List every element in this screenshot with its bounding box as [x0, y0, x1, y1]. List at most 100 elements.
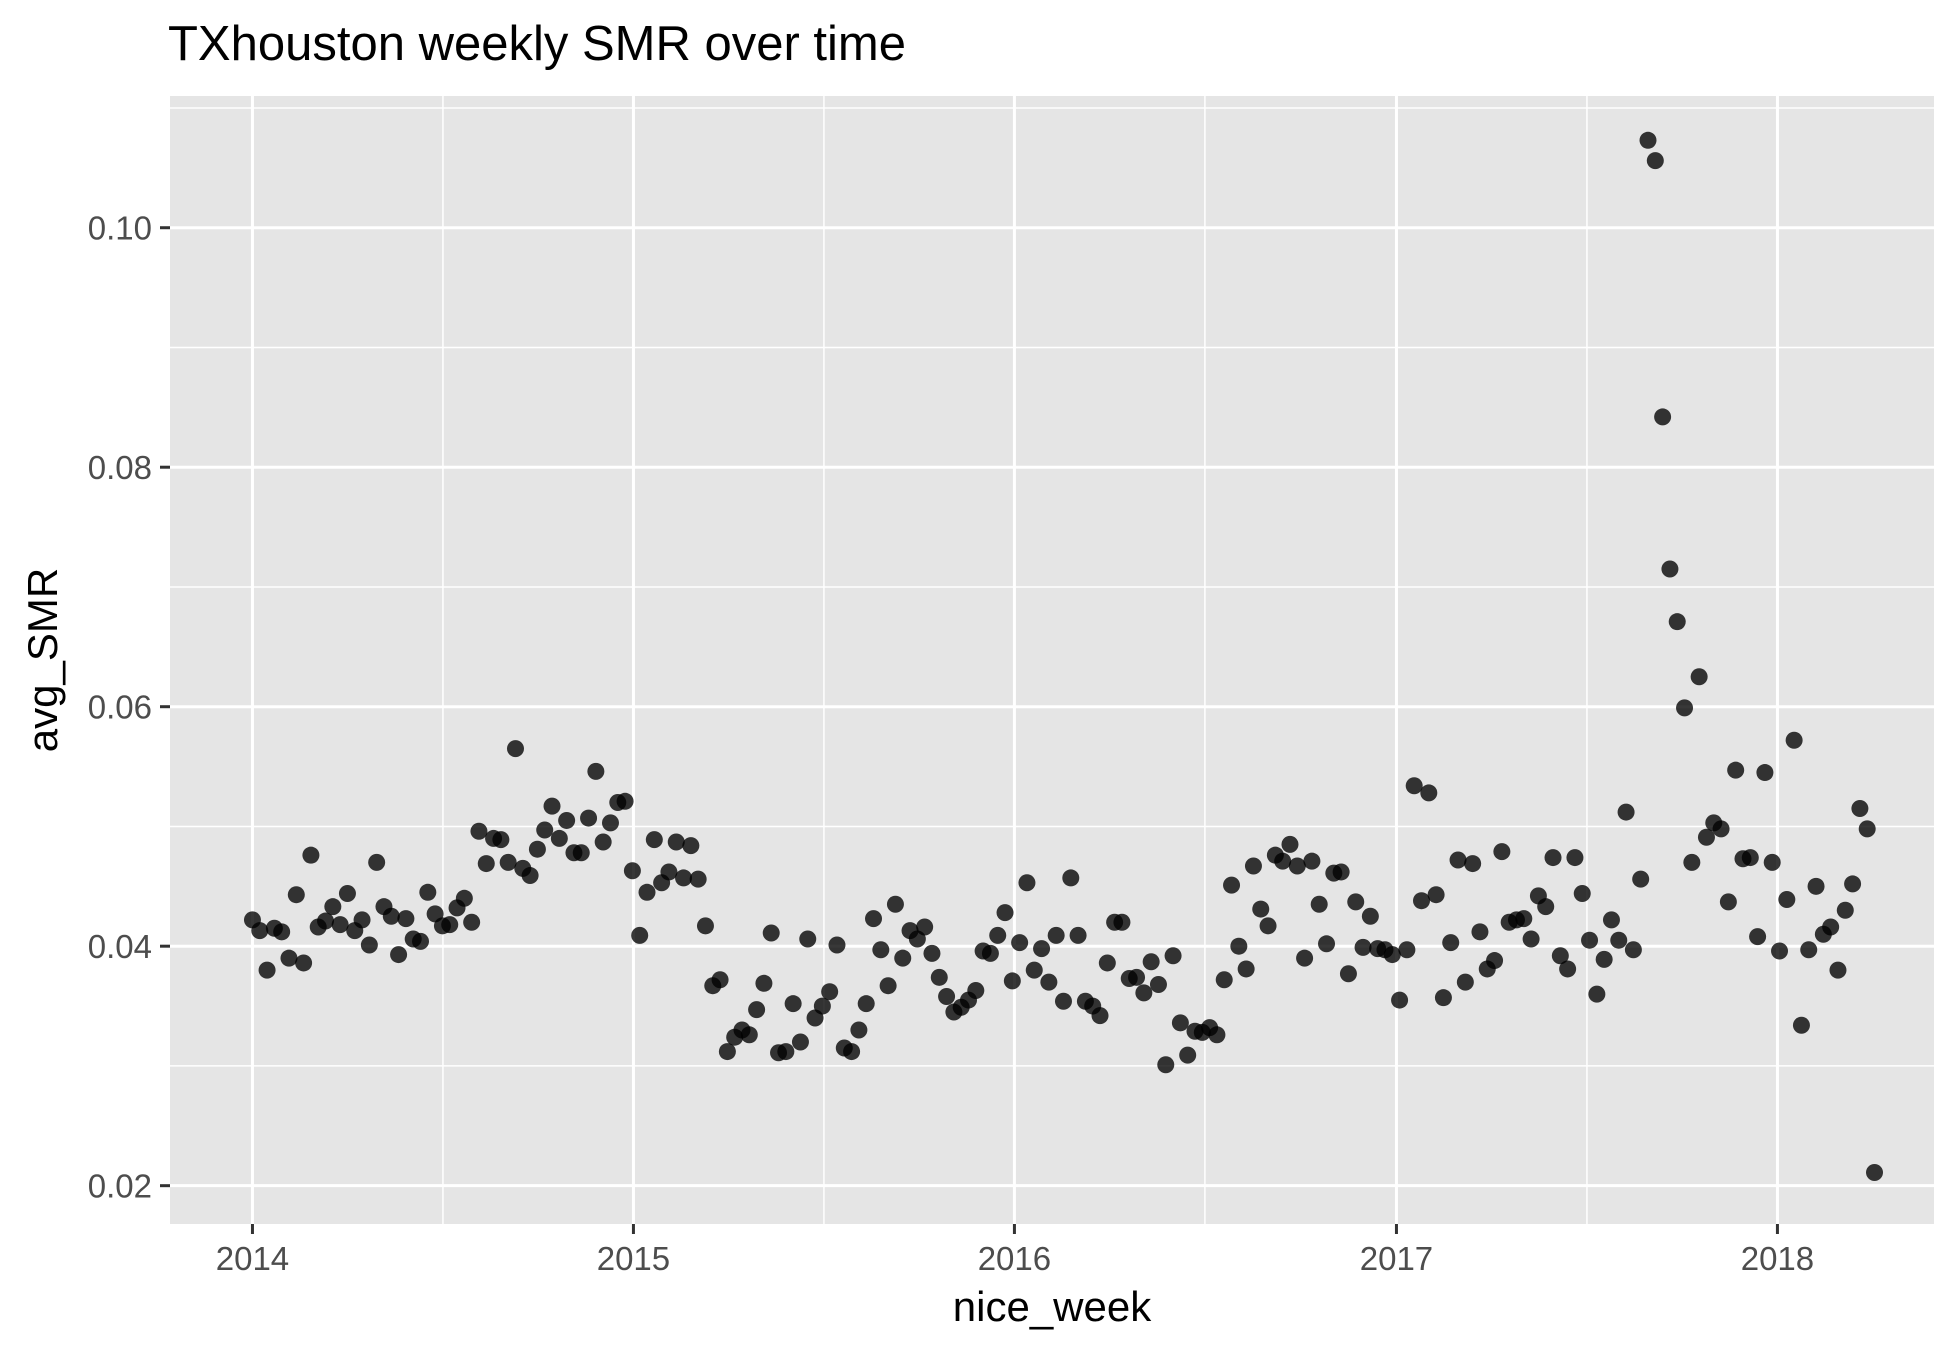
data-point [324, 898, 342, 916]
data-point [682, 837, 700, 855]
data-point [572, 844, 590, 862]
data-point [623, 862, 641, 880]
data-point [594, 833, 612, 851]
data-point [360, 936, 378, 954]
data-point [1551, 947, 1569, 965]
data-point [295, 954, 313, 972]
data-point [1347, 893, 1365, 911]
minor-gridlines [170, 96, 1934, 1224]
data-point [1318, 935, 1336, 953]
data-point [711, 971, 729, 989]
data-point [989, 926, 1007, 944]
data-point [689, 870, 707, 888]
data-point [1676, 699, 1694, 717]
data-point [1617, 803, 1635, 821]
data-point [1361, 907, 1379, 925]
data-point [1434, 989, 1452, 1007]
data-point [1040, 973, 1058, 991]
data-point [1719, 893, 1737, 911]
data-point [894, 949, 912, 967]
data-point [1866, 1164, 1884, 1182]
data-point [821, 983, 839, 1001]
data-point [1756, 764, 1774, 782]
data-point [1697, 828, 1715, 846]
data-point [1339, 965, 1357, 983]
y-tick-label: 0.04 [88, 928, 152, 965]
y-axis-title: avg_SMR [19, 568, 66, 752]
x-tick-label: 2014 [216, 1240, 289, 1277]
data-point [996, 904, 1014, 922]
data-point [1668, 613, 1686, 631]
data-point [1135, 984, 1153, 1002]
data-point [1595, 950, 1613, 968]
data-point [477, 855, 495, 873]
data-point [492, 831, 510, 849]
data-point [273, 923, 291, 941]
data-point [506, 740, 524, 758]
data-point [660, 863, 678, 881]
data-point [1215, 971, 1233, 989]
data-point [1566, 849, 1584, 867]
data-point [338, 885, 356, 903]
data-point [1654, 408, 1672, 426]
x-tick-label: 2017 [1360, 1240, 1433, 1277]
data-point [886, 895, 904, 913]
data-point [521, 867, 539, 885]
data-point [638, 883, 656, 901]
data-point [580, 809, 598, 827]
y-tick-label: 0.10 [88, 210, 152, 247]
data-point [1456, 973, 1474, 991]
data-point [1712, 820, 1730, 838]
data-point [536, 821, 554, 839]
data-point [762, 924, 780, 942]
data-point [1274, 852, 1292, 870]
data-point [1493, 843, 1511, 861]
data-point [1332, 863, 1350, 881]
data-point [1025, 961, 1043, 979]
data-point [1486, 952, 1504, 970]
data-point [287, 886, 305, 904]
data-point [1427, 886, 1445, 904]
data-point [499, 853, 517, 871]
data-point [799, 930, 817, 948]
data-point [1844, 875, 1862, 893]
data-point [938, 987, 956, 1005]
data-point [1303, 852, 1321, 870]
data-point [1807, 877, 1825, 895]
data-point [1237, 960, 1255, 978]
data-point [470, 822, 488, 840]
data-point [1391, 991, 1409, 1009]
data-point [455, 889, 473, 907]
data-point [1164, 947, 1182, 965]
data-point [331, 916, 349, 934]
data-point [1033, 940, 1051, 958]
data-point [412, 932, 430, 950]
data-point [317, 912, 335, 930]
data-point [1588, 985, 1606, 1003]
data-point [368, 853, 386, 871]
data-point [1003, 972, 1021, 990]
data-point [1018, 874, 1036, 892]
data-point [601, 814, 619, 832]
data-point [645, 831, 663, 849]
data-point [1522, 930, 1540, 948]
data-point [981, 944, 999, 962]
data-point [441, 916, 459, 934]
data-points [243, 131, 1884, 1182]
data-point [1296, 949, 1314, 967]
data-point [419, 883, 437, 901]
data-point [1047, 926, 1065, 944]
data-point [1727, 761, 1745, 779]
data-point [550, 829, 568, 847]
data-point [865, 910, 883, 928]
data-point [1062, 869, 1080, 887]
data-point [1858, 820, 1876, 838]
data-point [1252, 900, 1270, 918]
data-point [1581, 931, 1599, 949]
data-point [791, 1033, 809, 1051]
data-point [740, 1026, 758, 1044]
data-point [777, 1043, 795, 1061]
data-point [1091, 1007, 1109, 1025]
data-point [1537, 898, 1555, 916]
